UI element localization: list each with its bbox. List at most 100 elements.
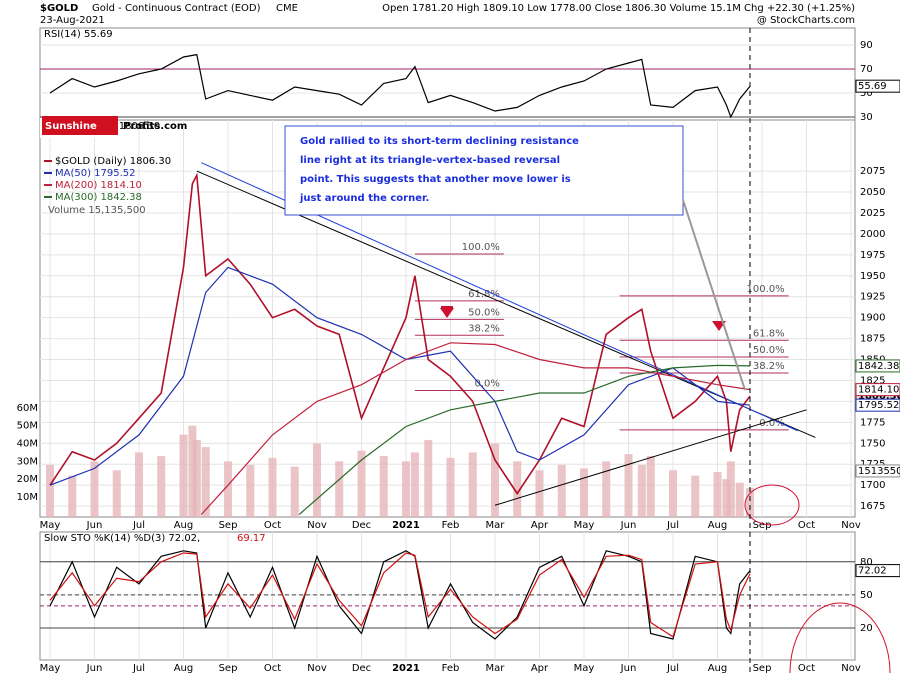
fib-label: 38.2%: [753, 361, 785, 372]
volume-bar: [379, 456, 388, 517]
x-tick-label: Nov: [307, 663, 327, 673]
volume-bar: [468, 452, 477, 517]
volume-bar: [691, 475, 700, 517]
circle: [744, 484, 800, 526]
tag-label: 55.69: [858, 81, 887, 92]
x-tick-label: Sep: [219, 520, 238, 531]
volume-bar: [624, 454, 633, 517]
annotation-line: point. This suggests that another move l…: [300, 174, 571, 185]
x-tick-label: Sep: [753, 520, 772, 531]
x-tick-label: Oct: [264, 663, 281, 673]
fib-label: 100.0%: [462, 242, 500, 253]
symbol: $GOLD: [40, 3, 78, 14]
source: @ StockCharts.com: [757, 15, 855, 26]
series-line: [49, 53, 751, 119]
fib-label: 50.0%: [468, 307, 500, 318]
volume-tick-label: 50M: [17, 421, 38, 432]
panels: 30 50 70 90 55.69 RSI(14) 55.69 May Jun Jul Aug Se…: [17, 27, 900, 674]
x-tick-label: May: [574, 520, 595, 531]
series-line: [49, 550, 751, 640]
series-line: [49, 172, 751, 495]
x-tick-label: Aug: [174, 663, 194, 673]
x-tick-label: Dec: [352, 520, 371, 531]
annotation: Gold rallied to its short-term declining…: [299, 136, 579, 204]
fib-label: 0.0%: [759, 418, 784, 429]
volume-bar: [112, 470, 121, 517]
panel-title: RSI(14) 55.69: [44, 29, 113, 40]
volume-bar: [446, 457, 455, 517]
logo-part1: Sunshine: [45, 121, 97, 132]
annotation-box: [284, 125, 684, 216]
x-tick-label: Aug: [174, 520, 194, 531]
volume-bar: [290, 466, 299, 517]
x-tick-label: Dec: [352, 663, 371, 673]
volume-tick-label: 20M: [17, 474, 38, 485]
x-tick-label: Nov: [841, 520, 861, 531]
tag-label: 1795.52: [858, 400, 899, 411]
volume-bar: [68, 475, 77, 517]
series-line: [298, 364, 751, 515]
panel-title: Slow STO %K(14) %D(3) 72.02,: [44, 533, 200, 544]
volume-bar: [726, 461, 735, 517]
tag: [855, 383, 900, 397]
y-tick-label: 2050: [860, 187, 885, 198]
fib-label: 100.0%: [747, 284, 785, 295]
x-tick-label: Aug: [708, 520, 728, 531]
x-tick-label: Feb: [442, 663, 460, 673]
volume-bar: [312, 443, 321, 517]
logo-red: [42, 116, 118, 135]
y-tick-label: 1700: [860, 480, 885, 491]
volume-bar: [602, 461, 611, 517]
x-tick-label: Apr: [531, 663, 549, 673]
trend-line: [494, 409, 807, 506]
volume-bar: [268, 457, 277, 517]
volume-bar: [201, 447, 210, 517]
tag: [855, 464, 900, 478]
volume-tick-label: 40M: [17, 439, 38, 450]
y-tick-label: 1675: [860, 501, 885, 512]
x-tick-label: Jul: [666, 663, 679, 673]
legend-label: $GOLD (Daily) 1806.30: [55, 156, 171, 167]
volume-bar: [490, 443, 499, 517]
x-tick-label: Jun: [620, 520, 637, 531]
volume-bar: [637, 464, 646, 517]
volume-bar: [646, 456, 655, 517]
series-line: [49, 552, 751, 638]
tag-label: 1513550: [858, 466, 900, 477]
y-tick-label: 2025: [860, 208, 885, 219]
x-tick-label: Oct: [798, 520, 815, 531]
x-tick-label: Jun: [86, 663, 103, 673]
volume-bar: [188, 425, 197, 517]
x-tick-label: May: [40, 663, 61, 673]
annotation-line: just around the corner.: [299, 193, 429, 204]
y-tick-label: 1975: [860, 250, 885, 261]
tag: [855, 398, 900, 412]
volume-bar: [735, 482, 744, 517]
x-tick-label: Feb: [442, 520, 460, 531]
volume-bar: [401, 461, 410, 517]
date: 23-Aug-2021: [40, 15, 105, 26]
x-tick-label: Jul: [132, 520, 145, 531]
tag-label: 72.02: [858, 566, 887, 577]
description: Gold - Continuous Contract (EOD): [92, 3, 261, 14]
y-tick-label: 70: [860, 64, 873, 75]
legend-label: MA(200) 1814.10: [55, 180, 142, 191]
pointer: [682, 199, 746, 391]
volume-bar: [713, 472, 722, 517]
y-tick-label: 2075: [860, 166, 885, 177]
tag: [855, 79, 900, 93]
volume-bar: [722, 479, 731, 517]
x-tick-label: Jun: [620, 663, 637, 673]
volume-bar: [745, 487, 754, 517]
annotation-line: Gold rallied to its short-term declining…: [300, 136, 579, 147]
volume-bar: [192, 439, 201, 517]
legend-label: MA(50) 1795.52: [55, 168, 136, 179]
fib-label: 38.2%: [468, 323, 500, 334]
x-tick-label: Jul: [666, 520, 679, 531]
y-tick-label: 50: [860, 88, 873, 99]
x-tick-label: Oct: [264, 520, 281, 531]
volume-bar: [410, 452, 419, 517]
x-tick-label: Aug: [708, 663, 728, 673]
volume-bar: [246, 464, 255, 517]
tag-label: 1806.30: [858, 391, 900, 402]
